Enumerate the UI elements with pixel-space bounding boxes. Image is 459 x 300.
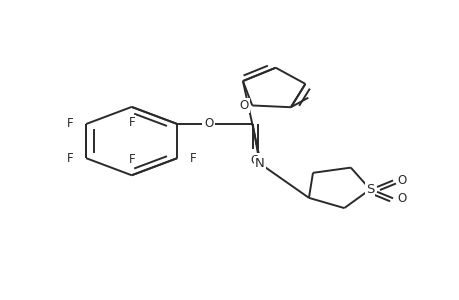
Text: F: F (67, 118, 73, 130)
Text: O: O (397, 174, 406, 187)
Text: O: O (239, 99, 248, 112)
Text: F: F (190, 152, 196, 165)
Text: S: S (365, 183, 374, 196)
Text: O: O (204, 118, 213, 130)
Text: N: N (254, 157, 264, 170)
Text: F: F (128, 153, 134, 166)
Text: O: O (250, 154, 259, 167)
Text: F: F (128, 116, 134, 129)
Text: O: O (397, 192, 406, 205)
Text: F: F (67, 152, 73, 165)
